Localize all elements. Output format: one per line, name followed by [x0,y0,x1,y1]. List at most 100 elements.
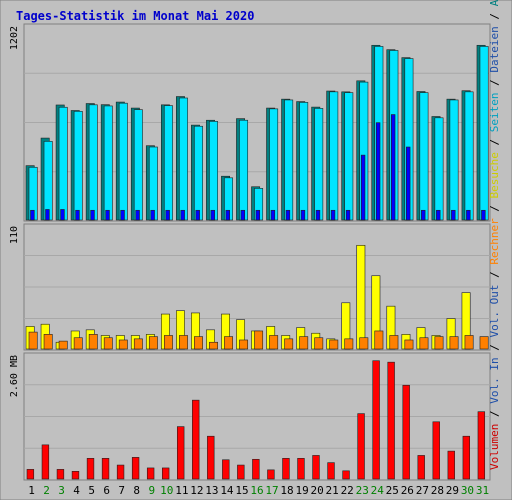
legend-part-9: / [488,132,501,152]
x-label-day-24: 24 [371,484,385,497]
x-label-day-9: 9 [148,484,155,497]
bar-rechner-day-4 [73,337,83,350]
bar-seiten-day-26 [406,146,411,221]
bar-seiten-day-16 [255,209,261,221]
bar-volumen-day-27 [417,455,425,480]
x-label-day-1: 1 [28,484,35,497]
x-label-day-2: 2 [43,484,50,497]
bar-volumen-day-22 [342,470,350,480]
max-labels: 1202 110 2.60 MB [9,26,20,397]
bar-dateien-day-3 [58,106,68,221]
bar-dateien-day-8 [133,109,143,221]
x-label-day-26: 26 [401,484,414,497]
bar-seiten-day-24 [375,122,381,221]
bar-dateien-day-18 [284,99,294,221]
x-label-day-4: 4 [73,484,80,497]
x-label-day-13: 13 [205,484,218,497]
bar-seiten-day-2 [45,209,50,221]
bar-seiten-day-13 [210,209,215,221]
bar-volumen-day-3 [56,469,65,480]
bar-seiten-day-12 [195,209,200,221]
x-label-day-28: 28 [431,484,444,497]
bar-volumen-day-10 [161,467,170,480]
bar-dateien-day-27 [419,92,429,221]
bar-dateien-day-20 [314,108,324,221]
bar-rechner-day-17 [269,335,279,350]
x-label-day-22: 22 [341,484,354,497]
bar-rechner-day-22 [344,338,354,350]
bar-rechner-day-25 [389,335,399,350]
bar-rechner-day-16 [254,330,264,350]
bar-seiten-day-17 [270,209,276,221]
legend-part-4: Vol. Out [488,285,501,338]
legend-part-1: / [488,404,501,424]
bar-dateien-day-4 [73,111,83,221]
bar-seiten-day-15 [240,209,246,221]
bar-seiten-day-8 [135,209,140,221]
bar-dateien-day-5 [88,104,98,221]
x-label-day-15: 15 [235,484,248,497]
bar-volumen-day-1 [26,469,35,480]
bar-seiten-day-7 [120,209,125,221]
bar-dateien-day-11 [179,97,188,221]
bar-rechner-day-7 [118,339,128,350]
bar-volumen-day-29 [447,450,455,480]
bar-seiten-day-1 [30,209,35,221]
bar-rechner-day-21 [329,339,339,350]
bar-dateien-day-30 [464,91,474,221]
bar-seiten-day-19 [300,209,306,221]
x-label-day-27: 27 [416,484,429,497]
bar-volumen-day-13 [207,435,215,480]
x-label-day-31: 31 [476,484,489,497]
bar-volumen-day-31 [477,411,486,480]
x-label-day-3: 3 [58,484,65,497]
x-label-day-10: 10 [160,484,173,497]
bar-dateien-day-12 [194,125,203,221]
bar-rechner-day-19 [299,336,309,350]
bar-dateien-day-28 [434,117,444,221]
bar-rechner-day-8 [133,338,143,350]
bar-seiten-day-14 [225,209,230,221]
bar-seiten-day-20 [315,209,321,221]
bar-seiten-day-21 [330,209,336,221]
x-label-day-7: 7 [118,484,125,497]
bar-volumen-day-4 [71,471,80,480]
bar-volumen-day-21 [327,462,335,480]
bar-dateien-day-21 [329,91,339,221]
bar-dateien-day-6 [103,105,113,221]
bars [25,44,489,480]
legend-right-label: Volumen / Vol. In / Vol. Out / Rechner /… [488,0,501,470]
max-label-top: 1202 [9,26,20,50]
bar-rechner-day-11 [179,335,188,350]
bar-seiten-day-4 [75,209,80,221]
bar-dateien-day-13 [209,121,218,221]
bar-rechner-day-2 [43,334,53,350]
bar-seiten-day-18 [285,209,291,221]
bar-seiten-day-22 [345,209,351,221]
bar-rechner-day-23 [359,337,369,350]
bar-dateien-day-19 [299,102,309,221]
bar-dateien-day-22 [344,92,354,221]
bar-seiten-day-3 [60,209,65,221]
x-label-day-8: 8 [133,484,140,497]
bar-seiten-day-25 [390,114,396,221]
bar-volumen-day-30 [462,435,471,480]
bar-rechner-day-12 [194,336,203,350]
bar-rechner-day-26 [404,339,414,350]
bar-seiten-day-5 [90,209,95,221]
x-label-day-25: 25 [386,484,399,497]
bar-rechner-day-29 [449,336,459,350]
x-label-day-19: 19 [295,484,308,497]
legend-part-14: Anfragen [488,0,501,6]
bar-volumen-day-5 [86,458,95,480]
bar-dateien-day-2 [43,141,53,221]
bar-volumen-day-2 [41,444,50,480]
x-axis-labels: 1 2 3 4 5 6 7 8 9 10 11 12 13 14 15 16 17 18 19 20 21 22 23 24 2… [28,484,489,497]
x-label-day-23: 23 [356,484,369,497]
bar-rechner-day-31 [479,336,489,350]
bar-dateien-day-17 [269,108,279,221]
bar-seiten-day-6 [105,209,110,221]
bar-volumen-day-25 [387,361,395,480]
bar-volumen-day-12 [192,399,200,480]
bar-dateien-day-31 [479,46,489,221]
